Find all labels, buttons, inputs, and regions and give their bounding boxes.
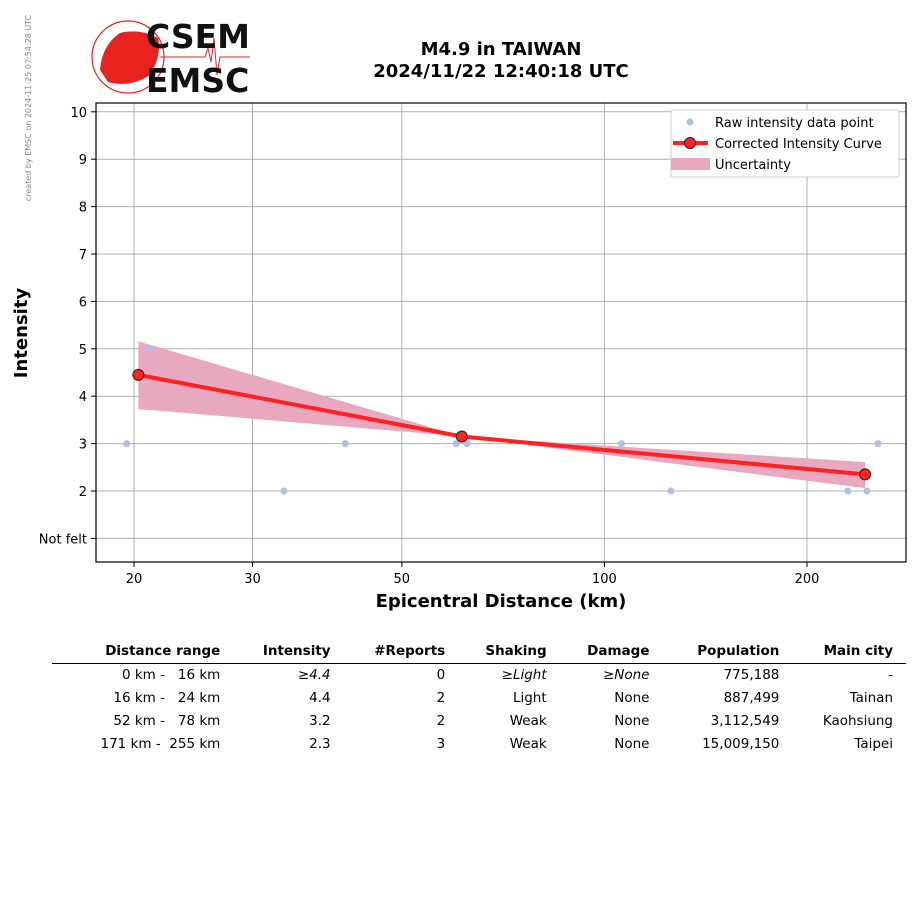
legend: Raw intensity data point Corrected Inten… (670, 109, 900, 178)
table-cell: 2 (436, 713, 446, 729)
y-tick-label: 9 (79, 153, 87, 168)
table-cell: 15,009,150 (702, 736, 780, 752)
table-cell: 3 (436, 736, 446, 752)
raw-data-point (874, 440, 882, 448)
table-cell: Light (512, 690, 547, 706)
table-cell: ≥Light (501, 667, 547, 683)
legend-curve: Corrected Intensity Curve (715, 137, 882, 152)
table-cell: 4.4 (309, 690, 331, 706)
table-cell: 171 km - 255 km (100, 736, 221, 752)
y-tick-label: 8 (79, 201, 87, 216)
table-cell: Weak (509, 736, 547, 752)
table-cell: 0 (436, 667, 446, 683)
y-tick-label: 7 (79, 248, 87, 263)
table-cell: Tainan (849, 690, 893, 706)
column-header: Population (662, 640, 793, 664)
table-cell: 16 km - 24 km (113, 690, 221, 706)
y-tick-label: 5 (79, 343, 87, 358)
table-cell: ≥4.4 (297, 667, 331, 683)
column-header: Damage (559, 640, 663, 664)
raw-data-point (144, 345, 152, 353)
curve-point (132, 368, 145, 381)
curve-point (455, 430, 468, 443)
legend-raw-marker (686, 118, 694, 126)
raw-data-point (617, 440, 625, 448)
curve-point (859, 468, 872, 481)
uncertainty-band (138, 341, 866, 489)
table-cell: Weak (509, 713, 547, 729)
y-tick-label: Not felt (39, 532, 87, 547)
x-tick-label: 30 (244, 572, 261, 587)
table-cell: Kaohsiung (822, 713, 893, 729)
emsc-logo: CSEM EMSC (91, 17, 250, 100)
y-tick-label: 10 (70, 106, 87, 121)
svg-text:EMSC: EMSC (146, 61, 249, 100)
table-cell: None (614, 736, 650, 752)
legend-band-swatch (671, 158, 710, 170)
y-tick-label: 2 (79, 485, 87, 500)
table-cell: - (888, 667, 893, 683)
table-cell: 887,499 (723, 690, 780, 706)
x-tick-label: 20 (126, 572, 143, 587)
table-cell: 2.3 (309, 736, 331, 752)
plot-frame (95, 102, 907, 563)
y-tick-label: 3 (79, 438, 87, 453)
table-row: 52 km - 78 km 3.2 2 Weak None 3,112,549 Kaohsi… (52, 710, 906, 733)
raw-data-point (280, 487, 288, 495)
table-cell: Taipei (854, 736, 893, 752)
watermark: created by EMSC on 2024-11-25 07:54:28 U… (24, 14, 33, 201)
intensity-chart: created by EMSC on 2024-11-25 07:54:28 U… (11, 14, 907, 612)
legend-curve-marker (684, 137, 696, 149)
y-tick-label: 6 (79, 295, 87, 310)
raw-data-point (452, 440, 460, 448)
x-axis-label: Epicentral Distance (km) (376, 591, 627, 612)
column-header: Main city (792, 640, 906, 664)
x-tick-label: 100 (592, 572, 617, 587)
x-tick-label: 200 (795, 572, 820, 587)
svg-text:CSEM: CSEM (146, 17, 250, 56)
intensity-table: Distance range Intensity #Reports Shaking Da… (52, 640, 906, 756)
raw-data-point (863, 487, 871, 495)
table-cell: None (614, 713, 650, 729)
column-header: #Reports (343, 640, 459, 664)
raw-data-point (667, 487, 675, 495)
table-cell: 775,188 (723, 667, 780, 683)
y-tick-label: 4 (79, 390, 87, 405)
raw-data-point (844, 487, 852, 495)
chart-title: M4.9 in TAIWAN (421, 39, 582, 60)
legend-raw: Raw intensity data point (715, 116, 874, 131)
column-header: Distance range (52, 640, 234, 664)
table-cell: None (614, 690, 650, 706)
column-header: Shaking (458, 640, 560, 664)
table-row: 0 km - 16 km ≥4.4 0 ≥Light ≥None 775,188 - (52, 664, 906, 688)
raw-data-point (123, 440, 131, 448)
y-axis-label: Intensity (11, 288, 32, 379)
table-cell: 52 km - 78 km (113, 713, 221, 729)
table-cell: 3.2 (309, 713, 331, 729)
chart-subtitle: 2024/11/22 12:40:18 UTC (373, 61, 629, 82)
table-cell: 3,112,549 (710, 713, 780, 729)
column-header: Intensity (233, 640, 344, 664)
table-cell: ≥None (602, 667, 650, 683)
raw-data-point (341, 440, 349, 448)
table-row: 171 km - 255 km 2.3 3 Weak None 15,009,150 Tai… (52, 733, 906, 756)
legend-band: Uncertainty (715, 158, 791, 173)
x-tick-label: 50 (394, 572, 411, 587)
table-row: 16 km - 24 km 4.4 2 Light None 887,499 Tainan (52, 687, 906, 710)
table-cell: 2 (436, 690, 446, 706)
raw-data-point (463, 440, 471, 448)
table-cell: 0 km - 16 km (121, 667, 221, 683)
